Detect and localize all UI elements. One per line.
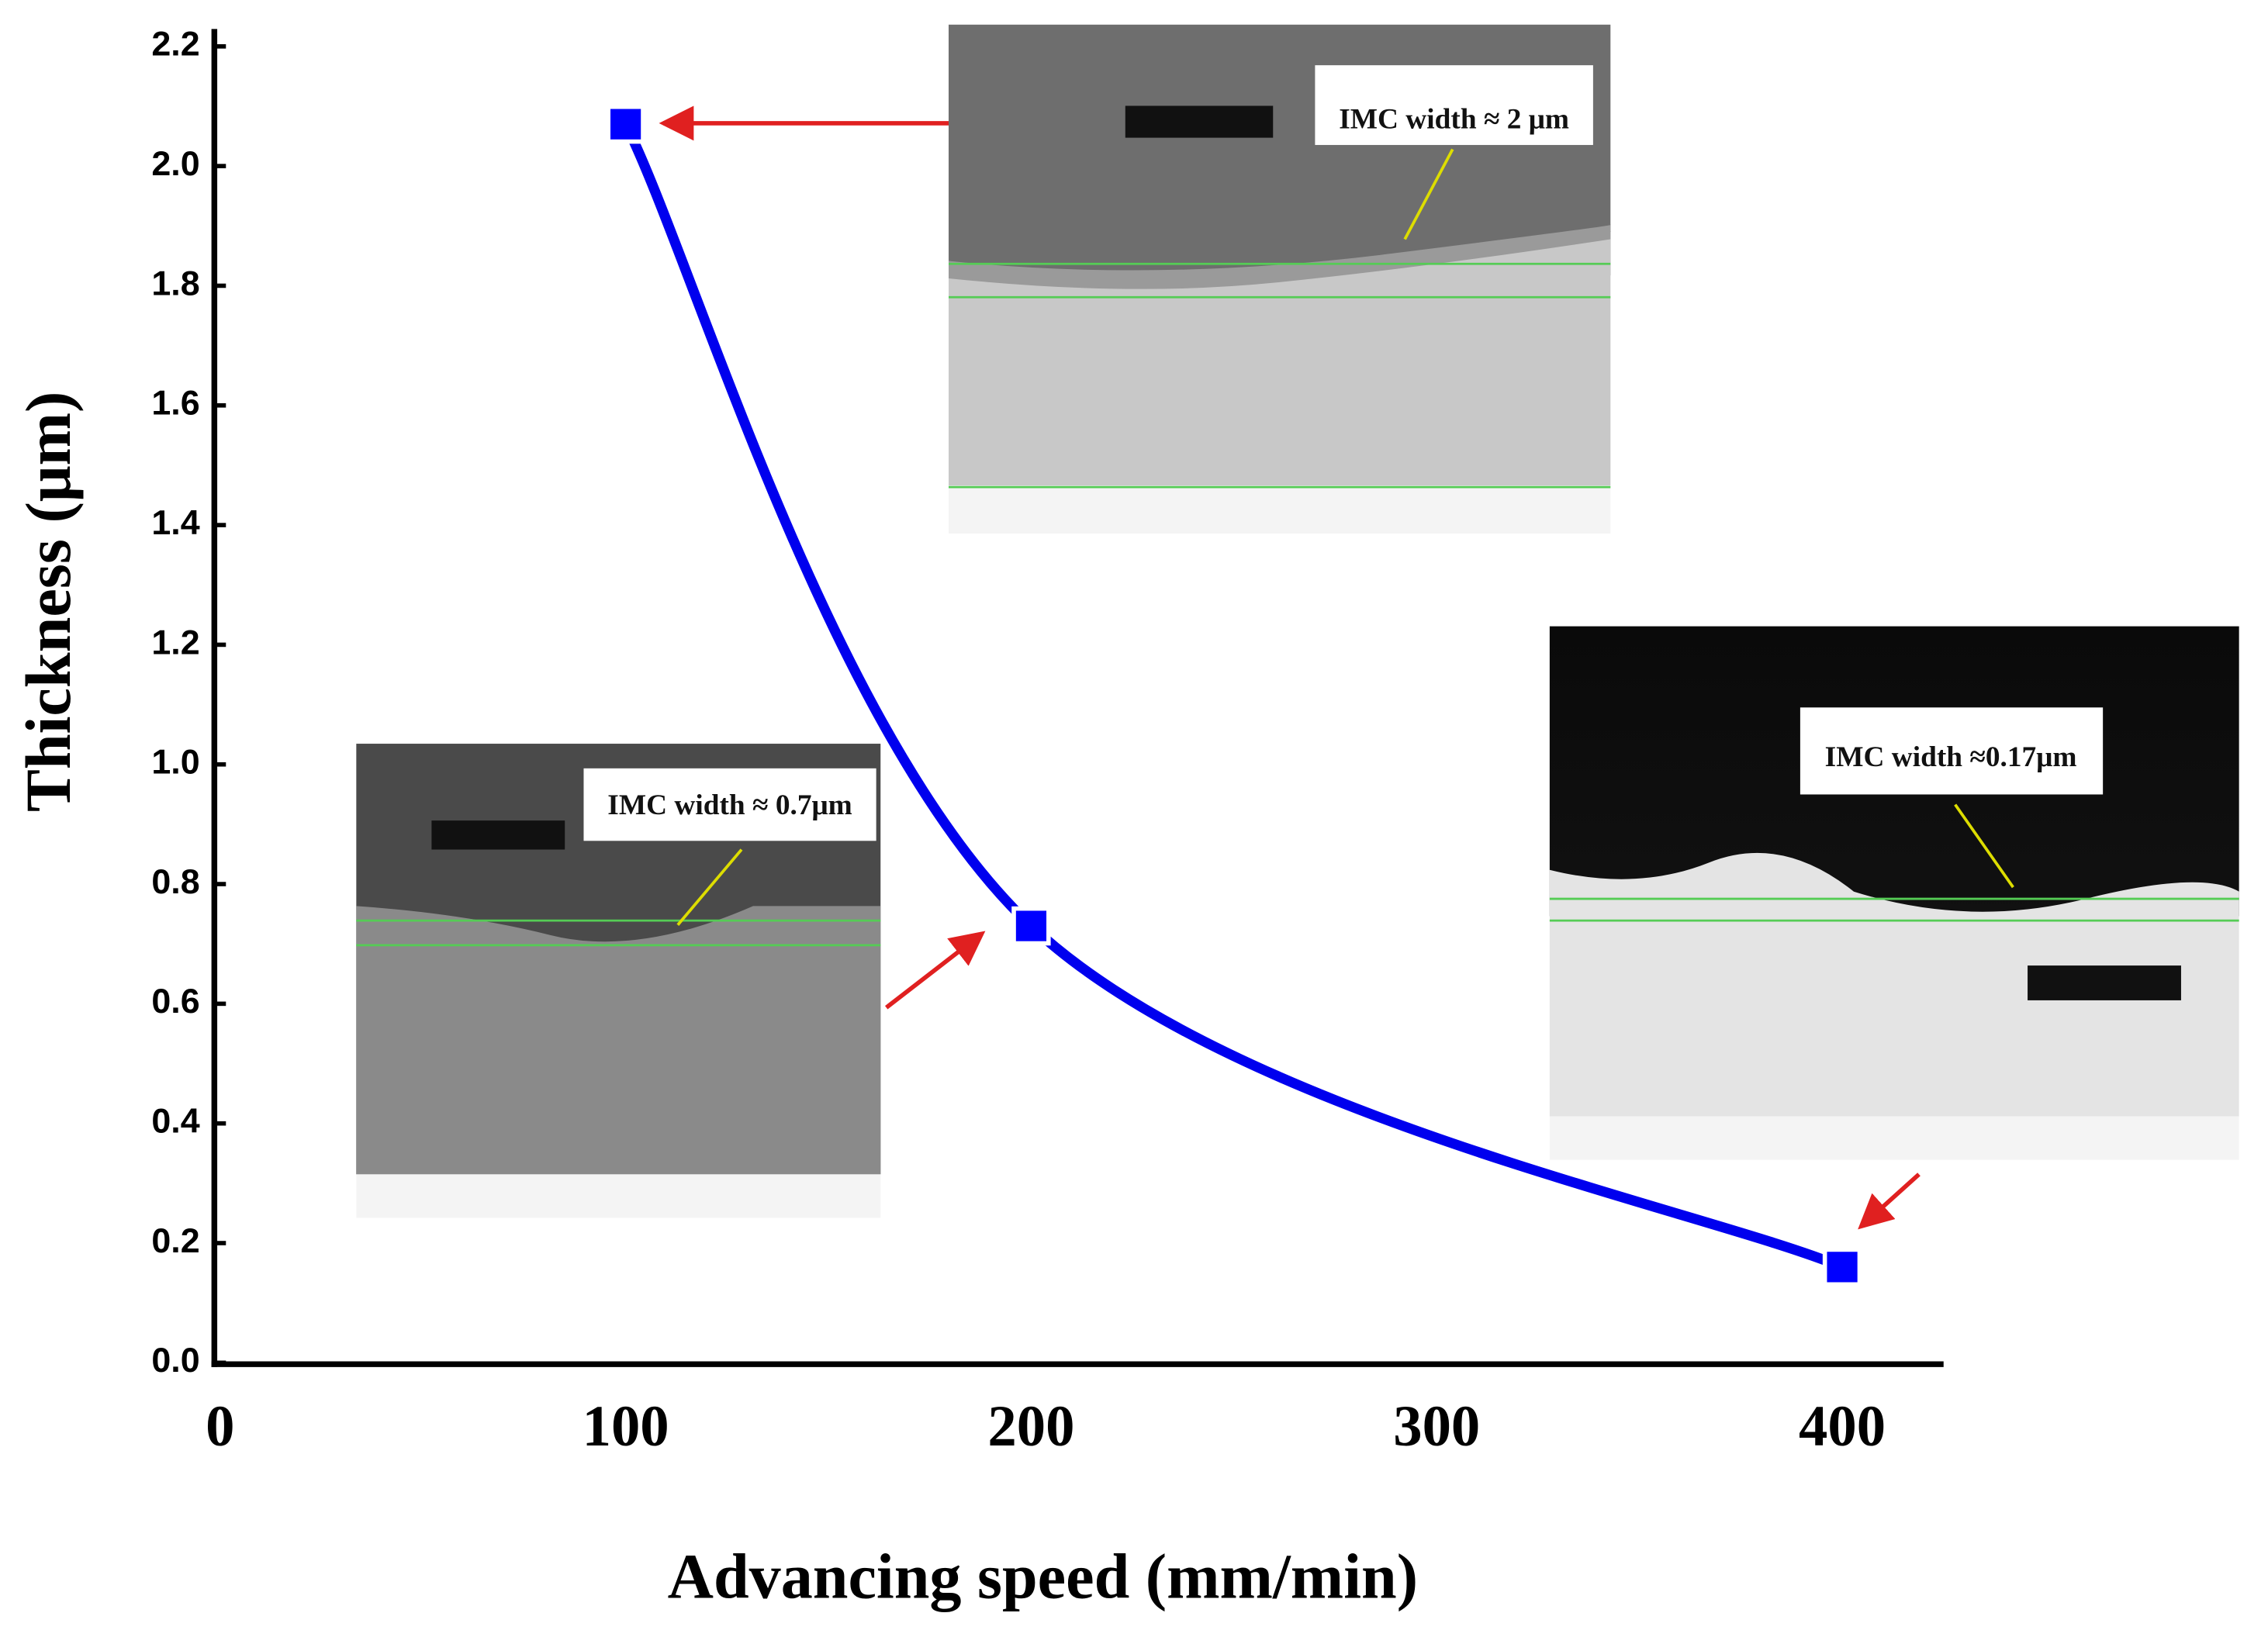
sem-inset: IMC width ≈ 0.7μm [356,744,881,1218]
x-axis-label: Advancing speed (mm/min) [668,1541,1418,1611]
annotation: IMC width ≈ 2 μm [1339,104,1569,136]
y-tick-label: 1.4 [151,503,199,542]
y-tick-label: 0.2 [151,1221,199,1260]
x-tick-label: 100 [583,1394,669,1459]
y-tick-label: 0.8 [151,862,199,901]
x-tick-label: 400 [1799,1394,1886,1459]
y-axis-label: Thickness (μm) [13,392,84,812]
y-tick-label: 1.2 [151,622,199,661]
y-tick-label: 0.4 [151,1101,199,1141]
y-tick-label: 0.0 [151,1340,199,1380]
marker [1011,906,1051,946]
sem-inset: IMC width ≈ 2 μm [949,24,1612,534]
y-tick-label: 0.6 [151,981,199,1021]
annotation: IMC width ≈ 0.7μm [607,789,852,821]
arrow [1858,1173,1921,1230]
y-tick-label: 1.6 [151,383,199,423]
x-tick-label: 200 [987,1394,1074,1459]
sem-inset: IMC width ≈0.17μm [1549,626,2239,1160]
y-tick-label: 2.2 [151,24,199,64]
x-tick-label: 0 [206,1394,234,1459]
y-tick-label: 1.0 [151,742,199,782]
y-tick-label: 2.0 [151,143,199,183]
annotation: IMC width ≈0.17μm [1825,741,2077,773]
x-tick-label: 300 [1393,1394,1480,1459]
y-tick-label: 1.8 [151,263,199,302]
arrow [885,931,986,1010]
marker [606,104,645,144]
marker [1822,1247,1862,1287]
